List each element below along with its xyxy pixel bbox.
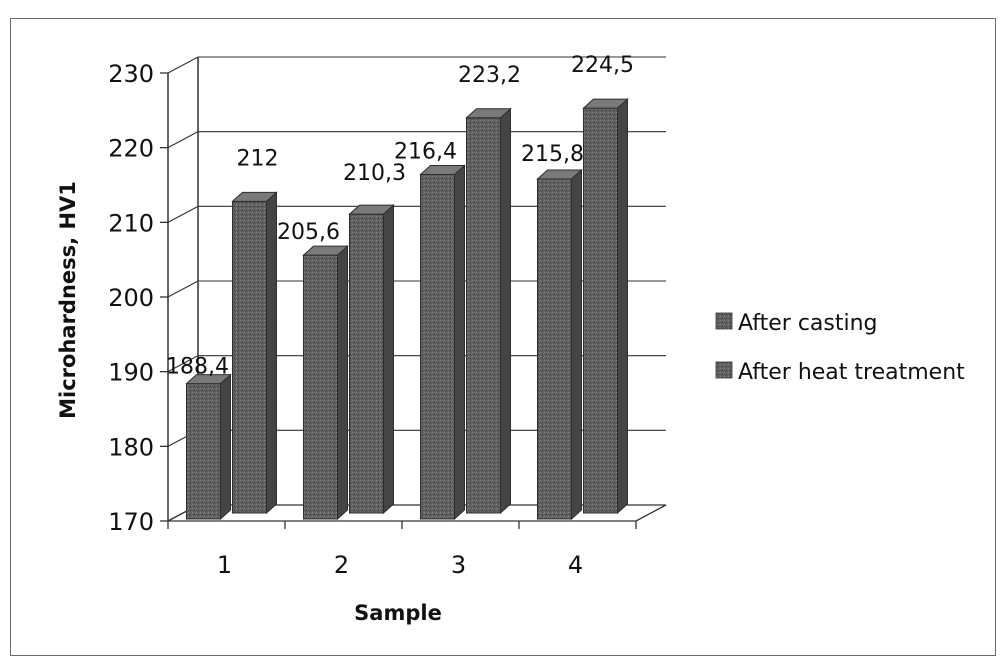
x-tick-labels: 1 2 3 4: [217, 551, 583, 579]
x-tick-label: 2: [334, 551, 349, 579]
bar-side: [617, 97, 628, 515]
gridline-side: [167, 205, 199, 223]
y-tick-label: 220: [108, 135, 154, 163]
bar-side: [500, 107, 511, 515]
bar-side: [220, 373, 231, 521]
bar-top: [185, 374, 232, 385]
bar-front: [349, 213, 384, 514]
bar-side: [383, 203, 394, 515]
gridline-side: [167, 280, 199, 298]
y-tick-label: 230: [108, 60, 154, 88]
bar-top: [465, 108, 512, 119]
bar-after-heat-treatment-2: [348, 203, 395, 515]
legend-swatch-after-heat-treatment: [715, 361, 733, 379]
y-tick-label: 180: [108, 433, 154, 461]
bar-side: [454, 164, 465, 521]
legend: After casting After heat treatment: [715, 311, 965, 385]
gridline-side: [167, 355, 199, 373]
bar-top: [536, 169, 583, 180]
y-tick-label: 200: [108, 284, 154, 312]
bar-after-casting-3: [419, 164, 466, 521]
bar-side: [337, 245, 348, 521]
data-label-after-casting-1: 188,4: [166, 355, 229, 380]
bar-after-heat-treatment-4: [582, 97, 629, 515]
legend-label-after-heat-treatment: After heat treatment: [738, 360, 965, 385]
bar-side: [266, 191, 277, 515]
bar-top: [302, 245, 349, 256]
y-tick-label: 190: [108, 359, 154, 387]
bar-after-casting-1: [185, 373, 232, 521]
bar-after-casting-4: [536, 168, 583, 521]
bar-top: [348, 204, 395, 215]
bar-after-heat-treatment-3: [465, 107, 512, 515]
bar-front: [537, 178, 572, 520]
bar-top: [582, 98, 629, 109]
legend-label-after-casting: After casting: [738, 311, 878, 336]
data-label-after-casting-4: 215,8: [521, 142, 584, 167]
x-tick-label: 1: [217, 551, 232, 579]
bar-side: [571, 168, 582, 521]
bar-front: [466, 117, 501, 514]
x-tick-label: 4: [568, 551, 583, 579]
data-label-after-heat-treatment-1: 212: [237, 146, 279, 171]
bars: [185, 97, 629, 521]
y-tick-labels: 170 180 190 200 210 220 230: [108, 60, 154, 536]
bar-front: [420, 174, 455, 520]
data-label-after-heat-treatment-3: 223,2: [458, 63, 521, 88]
data-label-after-heat-treatment-4: 224,5: [571, 53, 634, 78]
bar-top: [231, 191, 278, 202]
x-tick-label: 3: [451, 551, 466, 579]
data-label-after-casting-3: 216,4: [394, 140, 457, 165]
legend-swatch-after-casting: [715, 312, 733, 330]
data-label-after-heat-treatment-2: 210,3: [343, 161, 406, 186]
bar-after-casting-2: [302, 245, 349, 521]
bar-after-heat-treatment-1: [231, 191, 278, 515]
bar-top: [419, 165, 466, 176]
bar-front: [303, 254, 338, 520]
bar-front: [232, 200, 267, 514]
y-axis-title: Microhardness, HV1: [56, 181, 80, 419]
chart-frame: [10, 18, 996, 656]
gridline-side: [167, 56, 199, 74]
y-tick-label: 170: [108, 508, 154, 536]
data-label-after-casting-2: 205,6: [277, 220, 340, 245]
x-axis-title: Sample: [354, 601, 442, 625]
bar-front: [186, 383, 221, 520]
bar-front: [583, 107, 618, 514]
y-tick-label: 210: [108, 209, 154, 237]
gridline-side: [167, 131, 199, 149]
